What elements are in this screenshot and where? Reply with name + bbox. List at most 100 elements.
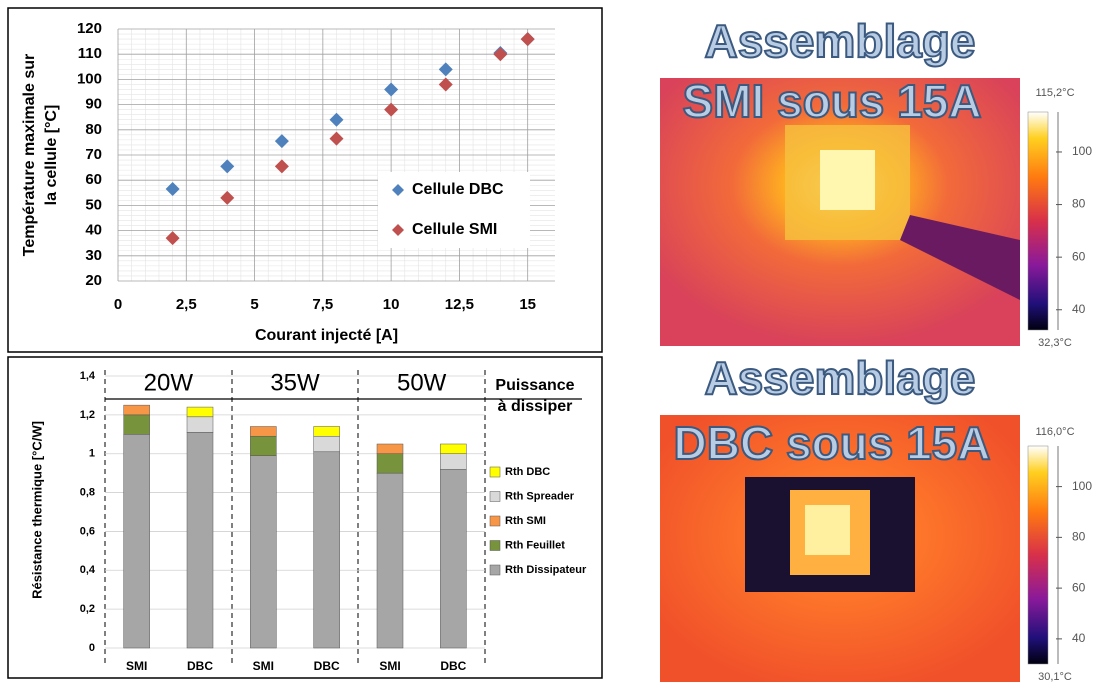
bar-segment xyxy=(123,414,150,435)
data-point xyxy=(274,159,289,174)
data-point xyxy=(329,112,344,127)
y-axis-label: la cellule [°C] xyxy=(43,105,60,206)
data-point xyxy=(329,131,344,146)
scale-tick-label: 40 xyxy=(1072,631,1086,645)
x-tick-label: 2,5 xyxy=(176,296,197,313)
hot-spot xyxy=(805,505,850,555)
bar-panel xyxy=(7,356,603,679)
bar-segment xyxy=(250,426,277,437)
hot-spot xyxy=(820,150,875,210)
scale-max-label: 116,0°C xyxy=(1035,426,1074,438)
legend-label: Rth Dissipateur xyxy=(505,564,587,576)
y-tick-label: 100 xyxy=(77,70,102,87)
bar-segment xyxy=(440,469,467,649)
data-point xyxy=(384,82,399,97)
bar-segment xyxy=(186,406,214,418)
scale-tick-label: 60 xyxy=(1072,580,1086,594)
bar-segment xyxy=(376,443,404,454)
group-label: 35W xyxy=(270,369,320,396)
group-label: 20W xyxy=(144,369,194,396)
x-tick-label: DBC xyxy=(440,659,466,673)
x-tick-label: DBC xyxy=(314,659,340,673)
image-title: Assemblage xyxy=(704,15,975,67)
bar-segment xyxy=(376,453,404,474)
legend-marker xyxy=(392,224,404,236)
y-axis-label: Résistance thermique [°C/W] xyxy=(29,421,44,599)
legend-swatch xyxy=(489,491,501,502)
x-tick-label: 10 xyxy=(383,296,400,313)
x-tick-label: 0 xyxy=(114,296,122,313)
y-tick-label: 20 xyxy=(85,272,102,289)
data-point xyxy=(165,231,180,246)
y-tick-label: 0,2 xyxy=(80,603,95,615)
legend-label: Rth Spreader xyxy=(505,490,575,502)
legend-label: Rth DBC xyxy=(505,466,550,478)
data-point xyxy=(274,134,289,149)
y-tick-label: 1,2 xyxy=(80,409,95,421)
y-tick-label: 0,8 xyxy=(80,486,95,498)
legend-marker xyxy=(392,184,404,196)
y-tick-label: 0 xyxy=(89,642,95,654)
legend-swatch xyxy=(489,466,501,478)
x-tick-label: SMI xyxy=(126,659,147,673)
bar-segment xyxy=(250,435,277,456)
legend-swatch xyxy=(489,564,501,576)
data-point xyxy=(520,32,535,47)
scale-min-label: 32,3°C xyxy=(1038,337,1072,349)
data-point xyxy=(438,62,453,77)
y-tick-label: 1 xyxy=(89,448,95,460)
x-axis-label: Courant injecté [A] xyxy=(255,327,398,344)
y-tick-label: 60 xyxy=(85,171,102,188)
y-tick-label: 40 xyxy=(85,222,102,239)
scale-min-label: 30,1°C xyxy=(1038,671,1072,682)
scale-tick-label: 60 xyxy=(1072,249,1086,263)
cable xyxy=(900,215,1020,300)
x-tick-label: 15 xyxy=(519,296,536,313)
y-tick-label: 0,6 xyxy=(80,525,95,537)
legend-label: Rth SMI xyxy=(505,515,546,527)
bar-segment xyxy=(313,426,340,437)
data-point xyxy=(384,102,399,117)
legend-swatch xyxy=(489,540,501,551)
bar-segment xyxy=(186,432,214,649)
legend-label: Cellule DBC xyxy=(412,181,504,198)
y-tick-label: 50 xyxy=(85,196,102,213)
legend-label: Cellule SMI xyxy=(412,221,497,238)
bar-segment xyxy=(440,453,467,470)
y-tick-label: 110 xyxy=(78,45,102,62)
annotation: à dissiper xyxy=(498,398,573,415)
y-tick-label: 90 xyxy=(85,96,102,113)
y-tick-label: 30 xyxy=(85,247,102,264)
x-tick-label: 5 xyxy=(250,296,258,313)
bar-segment xyxy=(440,443,467,454)
color-bar xyxy=(1027,111,1049,331)
x-tick-label: DBC xyxy=(187,659,213,673)
x-tick-label: SMI xyxy=(253,659,274,673)
y-tick-label: 120 xyxy=(77,20,102,37)
x-tick-label: 12,5 xyxy=(445,296,474,313)
data-point xyxy=(220,190,235,205)
y-tick-label: 0,4 xyxy=(80,564,96,576)
scale-tick-label: 100 xyxy=(1072,144,1092,158)
scale-max-label: 115,2°C xyxy=(1035,87,1074,99)
y-tick-label: 70 xyxy=(85,146,102,163)
data-point xyxy=(438,77,453,92)
bar-segment xyxy=(123,404,150,416)
legend-label: Rth Feuillet xyxy=(505,539,565,551)
scale-tick-label: 40 xyxy=(1072,302,1086,316)
image-subtitle: DBC sous 15A xyxy=(674,417,991,469)
data-point xyxy=(493,47,508,62)
annotation: Puissance xyxy=(495,377,574,394)
y-axis-label: Température maximale sur xyxy=(21,54,38,256)
image-subtitle: SMI sous 15A xyxy=(682,75,981,127)
bar-segment xyxy=(123,434,150,649)
group-label: 50W xyxy=(397,369,447,396)
legend-box xyxy=(378,172,530,248)
scale-tick-label: 80 xyxy=(1072,197,1086,211)
x-tick-label: SMI xyxy=(379,659,400,673)
bar-segment xyxy=(376,472,404,649)
image-title: Assemblage xyxy=(704,352,975,404)
data-point xyxy=(220,159,235,174)
scale-tick-label: 100 xyxy=(1072,479,1092,493)
